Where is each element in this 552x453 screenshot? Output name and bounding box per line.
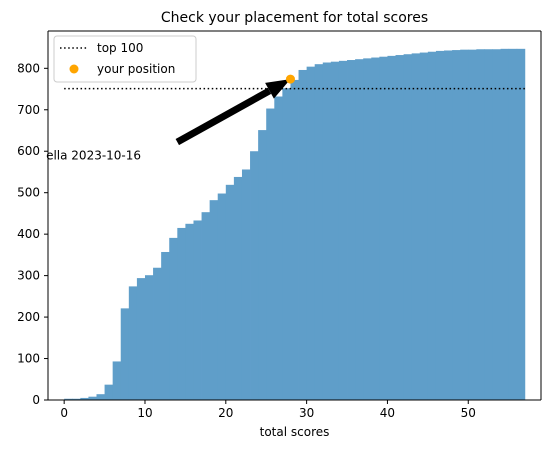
x-axis-label: total scores [260, 425, 330, 439]
histogram-bar [435, 50, 445, 400]
histogram-bar [330, 61, 340, 400]
chart-title: Check your placement for total scores [161, 10, 428, 26]
annotation-layer: ella 2023-10-16 [46, 79, 291, 162]
histogram-bar [72, 398, 81, 400]
x-axis-ticks: 0 10 20 30 40 50 [60, 400, 476, 420]
legend-top-100-label: top 100 [97, 41, 143, 55]
your-position-point [285, 74, 295, 84]
histogram-bar [347, 60, 356, 401]
y-tick-label: 100 [17, 352, 40, 366]
histogram-bar [452, 50, 461, 401]
histogram-bar [201, 212, 211, 400]
legend-box [53, 35, 197, 83]
y-tick-label: 0 [32, 393, 40, 407]
histogram-bar [282, 88, 291, 400]
histogram-bar [476, 49, 485, 400]
axes-frame [47, 30, 542, 401]
histogram-bar [379, 56, 388, 400]
x-tick-label: 0 [60, 406, 68, 420]
histogram-bar [266, 108, 275, 400]
annotation-arrow-shaft [175, 87, 272, 146]
legend-your-position-marker [69, 64, 79, 74]
histogram-bar [233, 176, 243, 400]
annotation-text: ella 2023-10-16 [46, 148, 141, 162]
histogram-bar [225, 184, 235, 400]
histogram-bar [306, 66, 316, 400]
x-tick-label: 10 [137, 406, 152, 420]
histogram-bar [128, 286, 138, 400]
histogram-bar [64, 398, 73, 400]
legend: top 100 your position [53, 35, 197, 83]
histogram-bar [120, 308, 130, 400]
x-tick-label: 40 [380, 406, 395, 420]
y-tick-label: 200 [17, 310, 40, 324]
histogram-bar [80, 397, 89, 400]
y-tick-label: 700 [17, 103, 40, 117]
x-tick-label: 20 [218, 406, 233, 420]
histogram-bar [88, 396, 97, 400]
histogram-bar [363, 58, 372, 400]
histogram-bars [64, 48, 526, 401]
y-tick-label: 800 [17, 61, 40, 75]
histogram-bar [371, 57, 380, 401]
histogram-bar [193, 220, 202, 400]
histogram-bar [153, 267, 162, 400]
y-axis-ticks: 0 100 200 300 400 500 600 700 800 [17, 61, 48, 407]
histogram-bar [403, 54, 413, 400]
histogram-bar [338, 60, 348, 400]
histogram-bar [322, 62, 332, 401]
histogram-bar [217, 193, 227, 400]
histogram-bar [96, 394, 105, 400]
annotation-arrow-head [265, 79, 291, 99]
histogram-bar [500, 48, 510, 400]
histogram-bar [387, 55, 396, 400]
histogram-bar [274, 96, 283, 400]
histogram-bar [258, 130, 267, 401]
histogram-bar [250, 151, 259, 400]
histogram-bar [355, 59, 364, 400]
histogram-bar [492, 49, 501, 400]
histogram-bar [460, 49, 469, 401]
histogram-bar [177, 227, 186, 400]
histogram-bar [290, 79, 299, 401]
histogram-bar [395, 55, 405, 401]
y-tick-label: 300 [17, 269, 40, 283]
histogram-bar [444, 50, 453, 401]
x-tick-label: 30 [299, 406, 314, 420]
histogram-bar [144, 275, 154, 400]
y-tick-label: 600 [17, 144, 40, 158]
histogram-bar [169, 237, 178, 400]
y-tick-label: 400 [17, 227, 40, 241]
histogram-bar [136, 278, 146, 400]
legend-your-position-label: your position [97, 62, 175, 76]
histogram-bar [298, 69, 308, 401]
histogram-bar [419, 52, 429, 401]
histogram-bar [484, 49, 493, 400]
histogram-bar [516, 48, 526, 400]
histogram-bar [112, 361, 122, 400]
histogram-bar [468, 49, 477, 401]
position-point-layer [285, 74, 295, 84]
histogram-bar [508, 48, 518, 400]
histogram-bar [104, 384, 114, 400]
histogram-bar [411, 53, 421, 400]
histogram-bar [161, 251, 170, 400]
x-tick-label: 50 [461, 406, 476, 420]
histogram-bar [185, 223, 194, 400]
histogram-bar [209, 200, 219, 400]
histogram-bar [314, 64, 324, 400]
histogram-bar [241, 169, 251, 400]
y-tick-label: 500 [17, 186, 40, 200]
histogram-bar [427, 51, 437, 400]
